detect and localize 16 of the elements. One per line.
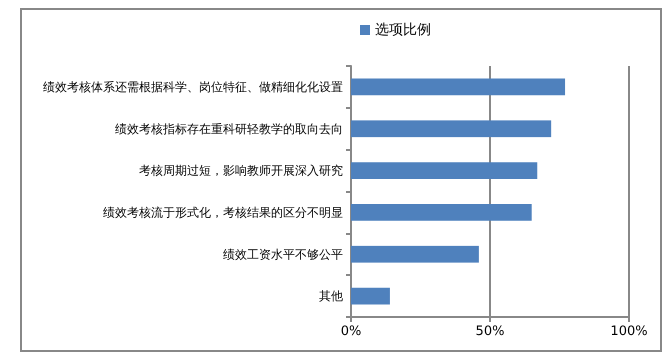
x-tick-label: 50% [476,324,504,339]
y-tick-label: 考核周期过短，影响教师开展深入研究 [139,164,343,178]
bar [351,246,479,263]
y-tick-label: 绩效考核指标存在重科研轻教学的取向去向 [115,122,343,136]
bar [351,288,390,304]
bar [351,204,532,221]
x-tick-label: 0% [340,324,362,339]
bar [351,78,566,96]
y-tick-label: 绩效考核体系还需根据科学、岗位特征、做精细化化设置 [43,80,343,94]
x-tick-label: 100% [610,324,648,339]
legend-label: 选项比例 [375,22,431,38]
bar [351,120,552,138]
y-tick-label: 绩效考核流于形式化，考核结果的区分不明显 [103,205,343,220]
bar [351,162,538,179]
y-tick-label: 绩效工资水平不够公平 [223,247,343,262]
y-tick-label: 其他 [319,289,343,304]
